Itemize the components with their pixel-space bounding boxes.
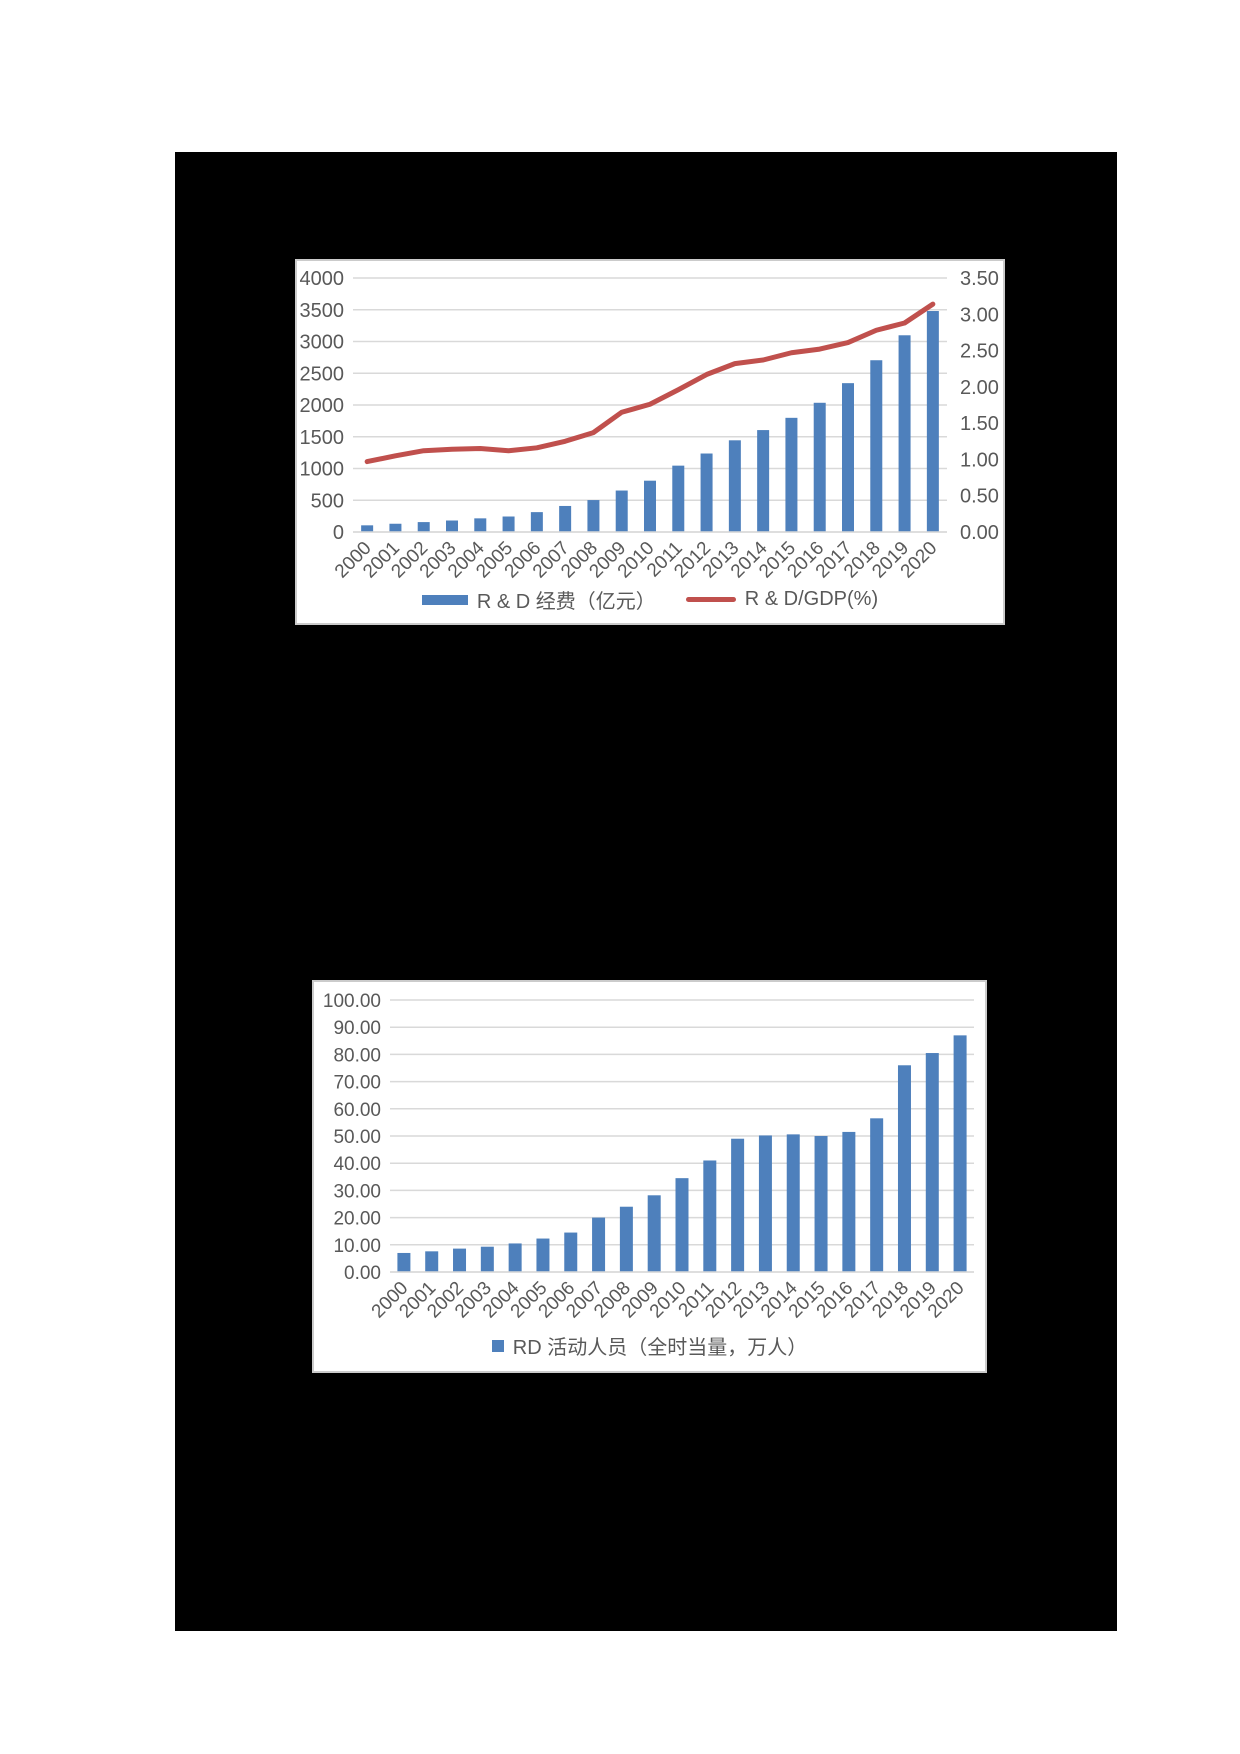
svg-text:2.00: 2.00 [960,377,999,399]
svg-text:0.00: 0.00 [344,1263,381,1284]
svg-text:2000: 2000 [300,395,345,417]
svg-text:0: 0 [333,522,344,544]
rd-expenditure-gdp-plot: 4000 3500 3000 2500 2000 1500 1000 500 0 3.50 3.00… [300,268,999,582]
svg-text:3000: 3000 [300,332,345,354]
svg-text:1.50: 1.50 [960,413,999,435]
line-series-label: R & D/GDP(%) [744,588,879,610]
legend-item-rd-expenditure: R & D 经费（亿元） [421,585,656,614]
svg-text:90.00: 90.00 [333,1018,381,1039]
svg-text:0.50: 0.50 [960,486,999,508]
svg-text:30.00: 30.00 [333,1181,381,1202]
svg-text:1000: 1000 [300,459,345,481]
bar-series-label: R & D 经费（亿元） [476,591,656,613]
svg-text:3.50: 3.50 [960,268,999,290]
svg-text:1500: 1500 [300,427,345,449]
chart2-legend: RD 活动人员（全时当量，万人） [314,1331,985,1360]
square-series-label: RD 活动人员（全时当量，万人） [512,1337,808,1359]
rd-expenditure-gdp-chart: 4000 3500 3000 2500 2000 1500 1000 500 0 3.50 3.00… [295,259,1005,625]
svg-text:1.00: 1.00 [960,449,999,471]
line-series-swatch [685,597,736,602]
svg-text:80.00: 80.00 [333,1045,381,1066]
bar-series-swatch [421,594,468,605]
svg-text:10.00: 10.00 [333,1236,381,1257]
svg-text:20.00: 20.00 [333,1209,381,1230]
svg-text:4000: 4000 [300,268,345,290]
rd-personnel-plot: 100.00 90.00 80.00 70.00 60.00 50.00 40.00 30.0… [323,991,974,1322]
svg-text:500: 500 [311,490,344,512]
svg-text:3.00: 3.00 [960,304,999,326]
square-series-swatch [491,1339,504,1352]
svg-text:70.00: 70.00 [333,1073,381,1094]
svg-text:3500: 3500 [300,300,345,322]
chart1-legend: R & D 经费（亿元） R & D/GDP(%) [297,585,1003,614]
legend-item-rd-personnel: RD 活动人员（全时当量，万人） [491,1331,808,1360]
svg-text:40.00: 40.00 [333,1154,381,1175]
svg-text:50.00: 50.00 [333,1127,381,1148]
svg-text:100.00: 100.00 [323,991,381,1012]
svg-text:0.00: 0.00 [960,522,999,544]
svg-text:60.00: 60.00 [333,1100,381,1121]
rd-personnel-chart: 100.00 90.00 80.00 70.00 60.00 50.00 40.00 30.0… [312,980,987,1373]
svg-text:2.50: 2.50 [960,341,999,363]
legend-item-rd-gdp-ratio: R & D/GDP(%) [685,588,879,611]
svg-text:2500: 2500 [300,363,345,385]
